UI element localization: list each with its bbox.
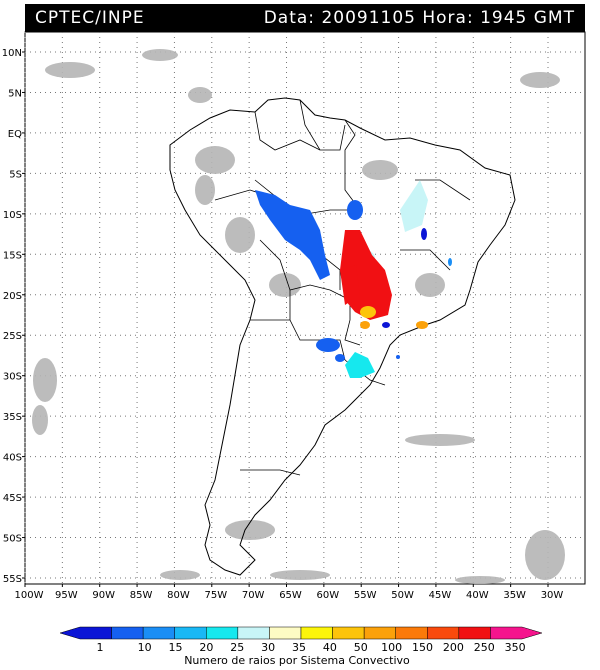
colorbar-label: 50	[354, 641, 368, 654]
colorbar-swatch	[490, 626, 543, 640]
cloud-cover	[32, 49, 565, 584]
header-datetime: Data: 20091105 Hora: 1945 GMT	[263, 8, 575, 28]
colorbar-swatch	[237, 626, 270, 640]
colorbar-label: 150	[412, 641, 433, 654]
colorbar-swatch	[427, 626, 460, 640]
lon-label: 85W	[130, 590, 153, 601]
colorbar-swatch	[363, 626, 396, 640]
lat-label: 40S	[3, 453, 22, 464]
lat-label: 30S	[3, 372, 22, 383]
map-frame	[24, 31, 586, 585]
lat-label: 25S	[3, 331, 22, 342]
lat-label: 15S	[3, 250, 22, 261]
colorbar	[59, 626, 543, 640]
lat-label: 10S	[3, 210, 22, 221]
lon-label: 45W	[429, 590, 452, 601]
lon-label: 80W	[167, 590, 190, 601]
lon-label: 65W	[279, 590, 302, 601]
colorbar-label: 250	[474, 641, 495, 654]
lon-label: 70W	[242, 590, 265, 601]
graticule	[24, 32, 585, 584]
lon-label: 100W	[15, 590, 44, 601]
lat-label: 10N	[2, 48, 22, 59]
lon-label: 30W	[541, 590, 564, 601]
lon-label: 60W	[317, 590, 340, 601]
colorbar-swatch	[59, 626, 112, 640]
lon-label: 35W	[503, 590, 526, 601]
colorbar-label: 35	[292, 641, 306, 654]
convective-systems	[255, 180, 452, 378]
lon-label: 90W	[92, 590, 115, 601]
lon-label: 75W	[204, 590, 227, 601]
lat-label: 55S	[3, 574, 22, 585]
lat-label: 45S	[3, 493, 22, 504]
colorbar-swatch	[206, 626, 239, 640]
header-org: CPTEC/INPE	[35, 8, 145, 28]
colorbar-label: 25	[230, 641, 244, 654]
colorbar-label: 200	[443, 641, 464, 654]
colorbar-swatch	[300, 626, 333, 640]
lon-label: 55W	[354, 590, 377, 601]
longitude-labels: 100W 95W 90W 85W 80W 75W 70W 65W 60W 55W 50W 45W 40W…	[15, 584, 564, 601]
colorbar-label: 10	[138, 641, 152, 654]
lon-label: 50W	[391, 590, 414, 601]
colorbar-label: 40	[323, 641, 337, 654]
colorbar-swatch	[395, 626, 428, 640]
lat-label: 5S	[9, 169, 22, 180]
colorbar-swatch	[332, 626, 365, 640]
colorbar-swatch	[269, 626, 302, 640]
lat-label: 5N	[8, 88, 22, 99]
colorbar-label: 1	[97, 641, 104, 654]
colorbar-label: 30	[261, 641, 275, 654]
lat-label: 50S	[3, 534, 22, 545]
colorbar-title: Numero de raios por Sistema Convectivo	[184, 654, 410, 667]
colorbar-labels: 1 10 15 20 25 30 35 40 50 100 150 200 250 350	[97, 641, 526, 654]
colorbar-label: 20	[199, 641, 213, 654]
colorbar-swatch	[458, 626, 491, 640]
colorbar-swatch	[174, 626, 207, 640]
colorbar-swatch	[142, 626, 175, 640]
colorbar-label: 15	[169, 641, 183, 654]
lat-label: EQ	[8, 129, 22, 140]
lat-label: 35S	[3, 412, 22, 423]
colorbar-label: 350	[505, 641, 526, 654]
colorbar-label: 100	[381, 641, 402, 654]
latitude-labels: 10N 5N EQ 5S 10S 15S 20S 25S 30S 35S 40S 45S 50S 55S	[2, 48, 25, 585]
south-america-outline	[169, 97, 516, 576]
lat-label: 20S	[3, 291, 22, 302]
lon-label: 95W	[55, 590, 78, 601]
map-header: CPTEC/INPE Data: 20091105 Hora: 1945 GMT	[25, 4, 585, 32]
lon-label: 40W	[466, 590, 489, 601]
colorbar-swatch	[111, 626, 144, 640]
